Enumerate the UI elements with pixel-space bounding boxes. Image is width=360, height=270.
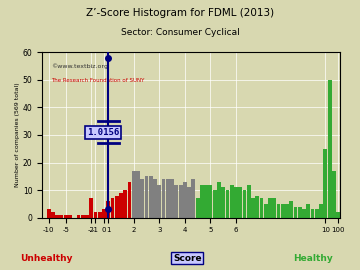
Bar <box>225 190 229 218</box>
Bar <box>153 179 157 218</box>
Bar <box>281 204 285 218</box>
Bar <box>208 185 212 218</box>
Bar <box>187 187 191 218</box>
Text: 1.0156: 1.0156 <box>87 128 119 137</box>
Bar <box>166 179 170 218</box>
Bar <box>157 185 161 218</box>
Bar <box>306 204 310 218</box>
Bar <box>276 204 280 218</box>
Bar <box>268 198 272 218</box>
Bar <box>273 198 276 218</box>
Bar <box>175 185 178 218</box>
Bar <box>251 198 255 218</box>
Bar <box>140 179 144 218</box>
Bar <box>217 182 221 218</box>
Bar <box>115 196 119 218</box>
Bar <box>127 182 131 218</box>
Bar <box>336 212 340 218</box>
Bar <box>285 204 289 218</box>
Bar <box>264 204 268 218</box>
Bar <box>51 212 55 218</box>
Bar <box>196 198 199 218</box>
Bar <box>47 210 50 218</box>
Text: Score: Score <box>173 254 202 262</box>
Text: Z’-Score Histogram for FDML (2013): Z’-Score Histogram for FDML (2013) <box>86 8 274 18</box>
Bar <box>319 204 323 218</box>
Bar <box>289 201 293 218</box>
Bar <box>298 207 302 218</box>
Bar <box>302 210 306 218</box>
Bar <box>243 190 246 218</box>
Bar <box>238 187 242 218</box>
Bar <box>247 185 251 218</box>
Bar <box>315 210 319 218</box>
Bar <box>213 190 217 218</box>
Bar <box>200 185 204 218</box>
Bar <box>106 201 110 218</box>
Bar <box>64 215 68 218</box>
Text: Healthy: Healthy <box>293 254 333 262</box>
Bar <box>294 207 297 218</box>
Bar <box>119 193 123 218</box>
Text: ©www.textbiz.org: ©www.textbiz.org <box>51 63 108 69</box>
Bar <box>55 215 59 218</box>
Bar <box>123 190 127 218</box>
Bar <box>132 171 136 218</box>
Bar <box>85 215 89 218</box>
Bar <box>77 215 80 218</box>
Bar <box>183 182 187 218</box>
Bar <box>323 149 327 218</box>
Bar <box>311 210 315 218</box>
Bar <box>162 179 166 218</box>
Bar <box>59 215 63 218</box>
Bar <box>170 179 174 218</box>
Bar <box>255 196 259 218</box>
Bar <box>81 215 85 218</box>
Bar <box>94 212 97 218</box>
Bar <box>234 187 238 218</box>
Bar <box>179 185 183 218</box>
Bar <box>145 176 148 218</box>
Y-axis label: Number of companies (569 total): Number of companies (569 total) <box>15 83 20 187</box>
Text: The Research Foundation of SUNY: The Research Foundation of SUNY <box>51 79 144 83</box>
Bar <box>221 187 225 218</box>
Bar <box>98 212 102 218</box>
Bar <box>332 171 336 218</box>
Bar <box>328 80 332 218</box>
Bar <box>260 198 264 218</box>
Bar <box>204 185 208 218</box>
Bar <box>230 185 234 218</box>
Bar <box>102 210 106 218</box>
Bar <box>192 179 195 218</box>
Text: Sector: Consumer Cyclical: Sector: Consumer Cyclical <box>121 28 239 37</box>
Bar <box>149 176 153 218</box>
Bar <box>68 215 72 218</box>
Text: Unhealthy: Unhealthy <box>21 254 73 262</box>
Bar <box>136 171 140 218</box>
Bar <box>89 198 93 218</box>
Bar <box>111 198 114 218</box>
